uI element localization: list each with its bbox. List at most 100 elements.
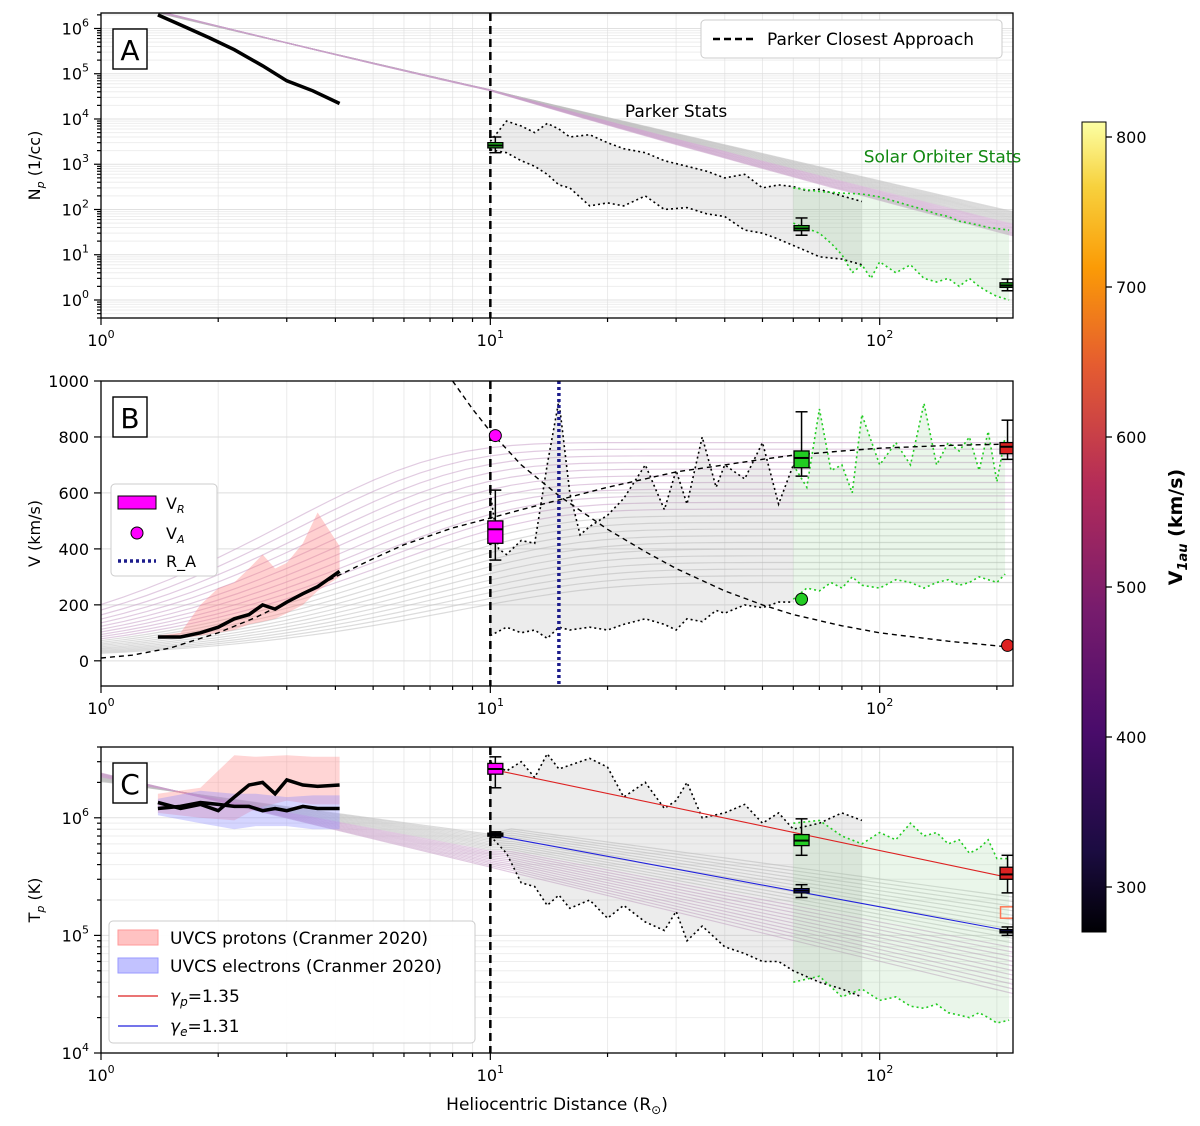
series-solo-upper bbox=[793, 819, 1010, 860]
y-tick-label: 0 bbox=[79, 652, 89, 671]
alfven-speed-dot bbox=[1001, 638, 1013, 652]
legend-box-swatch bbox=[117, 495, 157, 510]
y-tick-label: 103 bbox=[62, 152, 89, 174]
model-curve bbox=[101, 555, 1013, 650]
legend-frame bbox=[108, 920, 476, 1044]
model-curve bbox=[101, 528, 1013, 645]
x-tick-label: 101 bbox=[477, 1063, 504, 1085]
x-tick-label: 102 bbox=[866, 1063, 893, 1085]
plot-area-b bbox=[101, 381, 1013, 686]
model-curve bbox=[101, 468, 1013, 624]
solar-orbiter-stats-band bbox=[793, 187, 1010, 300]
model-curve bbox=[101, 508, 1013, 640]
x-tick-label: 101 bbox=[477, 696, 504, 718]
solar-orbiter-stats-band bbox=[793, 820, 1010, 1023]
legend-patch-swatch bbox=[117, 957, 159, 974]
parker-stats-band bbox=[490, 121, 862, 265]
model-curve bbox=[101, 581, 1013, 654]
y-tick-label: 104 bbox=[62, 107, 89, 129]
model-curve bbox=[101, 541, 1013, 648]
series-alfven bbox=[452, 381, 1013, 649]
y-tick-label: 1000 bbox=[48, 372, 89, 391]
colorbar-tick-label: 700 bbox=[1116, 278, 1147, 297]
model-curve bbox=[101, 561, 1013, 651]
box-body bbox=[999, 441, 1013, 455]
x-axis: 100 101 102 bbox=[87, 1053, 998, 1085]
box-plot bbox=[793, 217, 810, 236]
model-fan bbox=[101, 442, 1013, 654]
y-axis: 104 105 106 bbox=[62, 746, 101, 1063]
y-tick-label: 600 bbox=[58, 484, 89, 503]
series-solo-lower bbox=[792, 573, 1006, 600]
legend-frame bbox=[700, 19, 1003, 59]
y-axis-label: Tp (K) bbox=[25, 878, 47, 924]
legend-dot-swatch bbox=[130, 526, 144, 540]
legend-label: R_A bbox=[166, 552, 196, 572]
model-curve bbox=[101, 521, 1013, 643]
x-axis: 100 101 102 bbox=[87, 686, 998, 718]
legend: Parker Closest Approach bbox=[700, 19, 1003, 59]
plot-area-c bbox=[101, 747, 1013, 1053]
axes-frame bbox=[100, 380, 1014, 687]
model-curve bbox=[101, 455, 1013, 616]
box-body bbox=[793, 450, 810, 469]
panel-label: B bbox=[120, 402, 139, 435]
box-body bbox=[999, 866, 1013, 880]
y-axis-label: V (km/s) bbox=[25, 500, 44, 567]
series-gamma-p bbox=[490, 768, 1013, 879]
series-parker-upper bbox=[489, 400, 795, 556]
series-solo-upper bbox=[793, 187, 1010, 231]
legend-label: VA bbox=[166, 524, 184, 546]
panel-label: C bbox=[120, 768, 140, 801]
model-curve bbox=[101, 568, 1013, 652]
legend-label: UVCS electrons (Cranmer 2020) bbox=[170, 957, 442, 977]
box-plot bbox=[487, 489, 504, 561]
colorbar-tick-label: 300 bbox=[1116, 878, 1147, 897]
plot-area-a bbox=[101, 13, 1013, 318]
axes-frame bbox=[100, 12, 1014, 319]
colorbar-label: V1au (km/s) bbox=[1165, 469, 1191, 585]
y-axis: 100 101 102 103 104 105 106 bbox=[62, 14, 101, 319]
model-curve bbox=[101, 481, 1013, 630]
legend-label: VR bbox=[166, 494, 185, 516]
series-parker-lower bbox=[489, 835, 863, 998]
panel-label-box bbox=[112, 762, 148, 804]
legend: UVCS protons (Cranmer 2020) UVCS electron… bbox=[108, 920, 476, 1044]
annotation: Parker Stats bbox=[625, 102, 728, 122]
series-parker-upper bbox=[489, 120, 863, 203]
colorbar-gradient bbox=[1081, 121, 1107, 933]
panel-label: A bbox=[120, 34, 139, 67]
box-plot bbox=[793, 818, 810, 857]
series-proton-remote bbox=[157, 777, 340, 813]
model-curve bbox=[101, 772, 1013, 995]
legend-label: γe=1.31 bbox=[170, 1017, 240, 1039]
panel-label-box bbox=[112, 396, 148, 438]
box-plot bbox=[487, 831, 504, 839]
x-tick-label: 102 bbox=[866, 328, 893, 350]
y-tick-label: 106 bbox=[62, 16, 89, 38]
annotation: Solar Orbiter Stats bbox=[864, 147, 1022, 167]
legend-label: UVCS protons (Cranmer 2020) bbox=[170, 929, 428, 949]
y-axis-label: Np (1/cc) bbox=[25, 131, 47, 201]
y-tick-label: 400 bbox=[58, 540, 89, 559]
box-plot bbox=[999, 278, 1013, 292]
legend-label: γp=1.35 bbox=[170, 987, 240, 1009]
legend-label: Parker Closest Approach bbox=[767, 30, 974, 50]
x-tick-label: 102 bbox=[866, 696, 893, 718]
panel-label-box bbox=[112, 28, 148, 70]
y-tick-label: 100 bbox=[62, 288, 89, 310]
model-curve bbox=[101, 575, 1013, 653]
colorbar-tick-label: 500 bbox=[1116, 578, 1147, 597]
box-plot bbox=[793, 883, 810, 899]
panel-b: 100 101 102 0 200 400 600 800 1000 V (km/s) B VR VA R… bbox=[25, 372, 1014, 718]
x-axis-label: Heliocentric Distance (R⊙) bbox=[446, 1095, 668, 1117]
gridlines bbox=[101, 381, 1013, 686]
legend: VR VA R_A bbox=[110, 483, 218, 577]
parker-stats-band bbox=[490, 753, 862, 997]
y-tick-label: 101 bbox=[62, 243, 89, 265]
box-body bbox=[487, 520, 504, 544]
box-plot bbox=[487, 756, 504, 789]
model-curve bbox=[101, 495, 1013, 636]
y-tick-label: 200 bbox=[58, 596, 89, 615]
y-tick-label: 105 bbox=[62, 62, 89, 84]
